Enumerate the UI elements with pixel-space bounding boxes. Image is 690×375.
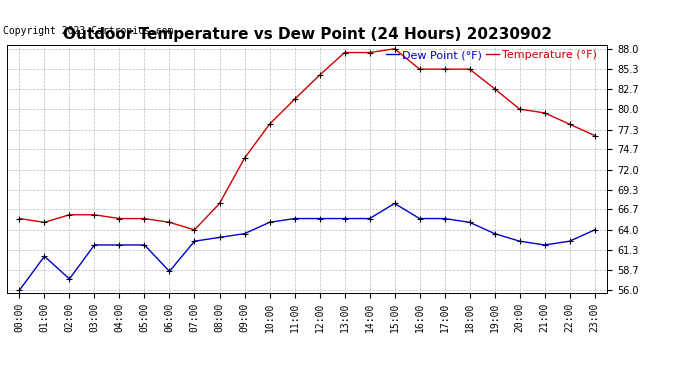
Text: Copyright 2023 Cartronics.com: Copyright 2023 Cartronics.com <box>3 26 174 36</box>
Legend: Dew Point (°F), Temperature (°F): Dew Point (°F), Temperature (°F) <box>382 46 602 64</box>
Title: Outdoor Temperature vs Dew Point (24 Hours) 20230902: Outdoor Temperature vs Dew Point (24 Hou… <box>63 27 551 42</box>
